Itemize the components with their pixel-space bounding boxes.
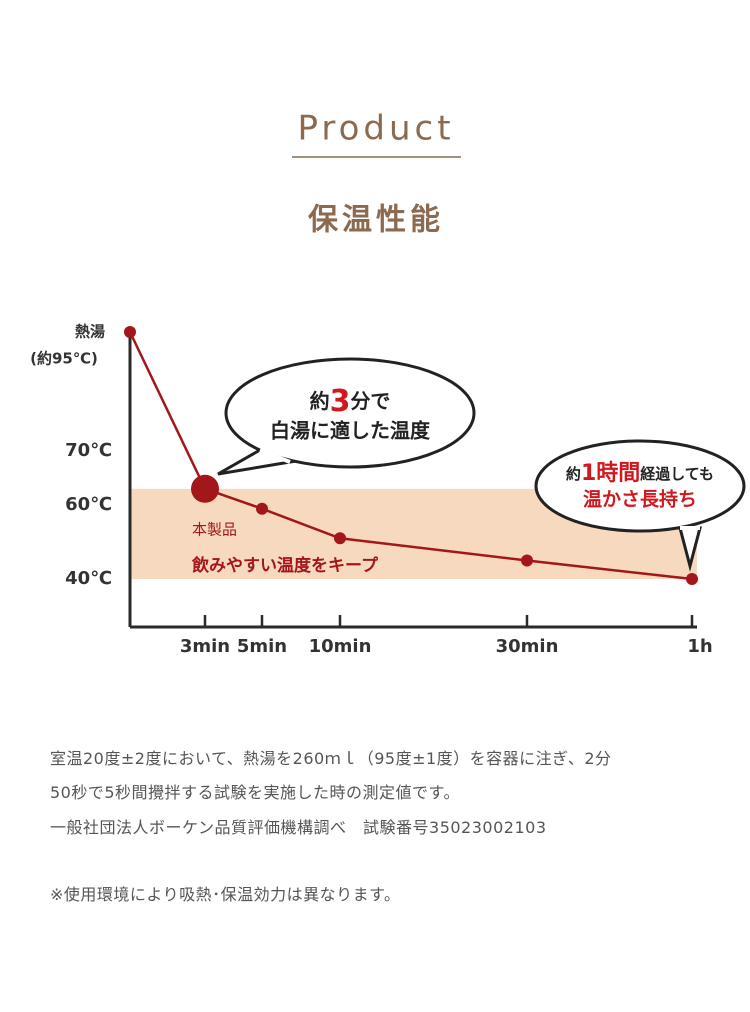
callout-line: 約3分で (310, 384, 391, 419)
y-tick-label: 熱湯 (75, 323, 105, 341)
y-tick-label: 70℃ (65, 440, 112, 461)
callout-part: 経過しても (640, 465, 714, 483)
line (128, 331, 693, 581)
y-tick-label: 40℃ (65, 568, 112, 589)
x-tick-label: 5min (237, 636, 287, 657)
section-title: 保温性能 (308, 203, 444, 238)
callout-bubble (534, 439, 746, 533)
page-title: Product (297, 109, 454, 149)
x-tick-label: 10min (309, 636, 372, 657)
x-tick-label: 30min (496, 636, 559, 657)
note-line: 50秒で5秒間攪拌する試験を実施した時の測定値です。 (50, 783, 460, 802)
note-line: 一般社団法人ボーケン品質評価機構調べ 試験番号35023002103 (50, 818, 547, 837)
callout-part: 1時間 (581, 461, 640, 486)
x-tick-label: 1h (687, 636, 712, 657)
point (124, 326, 136, 338)
point (521, 554, 533, 567)
callout-line: 温かさ長持ち (583, 488, 697, 511)
point (191, 474, 219, 503)
callout-part: 3 (330, 384, 351, 419)
note-line: 室温20度±2度において、熱湯を260ｍｌ（95度±1度）を容器に注ぎ、2分 (50, 749, 612, 768)
callout-part: 分で (350, 389, 390, 413)
note-line: ※使用環境により吸熱･保温効力は異なります。 (50, 885, 401, 904)
point (686, 573, 698, 585)
callout-part: 約 (566, 465, 581, 483)
callout-line: 白湯に適した温度 (270, 419, 431, 443)
callout-bubble (224, 357, 476, 469)
band-label: 飲みやすい温度をキープ (191, 555, 379, 576)
callout-line: 約1時間経過しても (566, 461, 714, 486)
band-label: 本製品 (192, 521, 237, 539)
callout-tail-cover (259, 448, 291, 464)
point (334, 532, 346, 545)
y-tick-label: 60℃ (65, 494, 112, 515)
callout-part: 約 (310, 389, 330, 413)
point (256, 502, 268, 515)
y-tick-label: (約95℃) (30, 350, 98, 368)
x-tick-label: 3min (180, 636, 230, 657)
